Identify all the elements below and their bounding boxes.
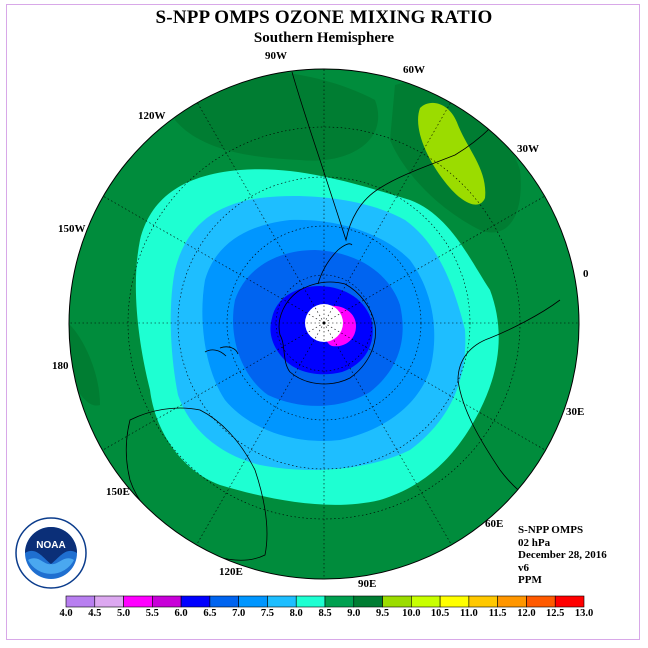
latitude-circle bbox=[177, 176, 471, 470]
longitude-label-0: 0 bbox=[583, 268, 589, 280]
noaa-logo-text: NOAA bbox=[36, 540, 65, 551]
longitude-label-90w: 90W bbox=[265, 50, 287, 62]
longitude-label-120w: 120W bbox=[138, 110, 166, 122]
new-zealand-coastline bbox=[204, 346, 239, 357]
meridian-line bbox=[323, 101, 452, 324]
colorbar-tick-label: 7.5 bbox=[260, 608, 274, 619]
meridian-line bbox=[323, 195, 546, 324]
colorbar-tick-label: 12.0 bbox=[517, 608, 536, 619]
longitude-label-150w: 150W bbox=[58, 223, 86, 235]
colorbar-tick-label: 6.5 bbox=[203, 608, 217, 619]
contour-8-5-region-west bbox=[69, 320, 100, 406]
colorbar-tick-label: 13.0 bbox=[574, 608, 594, 619]
colorbar-tick-label: 8.5 bbox=[318, 608, 332, 619]
info-date: December 28, 2016 bbox=[518, 549, 607, 561]
colorbar-tick-label: 11.5 bbox=[488, 608, 507, 619]
colorbar-tick-label: 8.0 bbox=[289, 608, 303, 619]
meridian-line bbox=[323, 322, 452, 545]
south-america-coastline bbox=[291, 71, 516, 242]
info-block: S-NPP OMPS 02 hPa December 28, 2016 v6 P… bbox=[518, 524, 607, 587]
figure-frame bbox=[6, 4, 640, 640]
colorbar-tick-label: 12.5 bbox=[546, 608, 565, 619]
colorbar-tick-label: 9.0 bbox=[347, 608, 361, 619]
longitude-label-30w: 30W bbox=[517, 143, 539, 155]
contour-9-0-maximum bbox=[418, 102, 486, 205]
longitude-label-180: 180 bbox=[52, 360, 69, 372]
meridian-line bbox=[196, 101, 325, 324]
meridian-line bbox=[196, 322, 325, 545]
colorbar-tick-label: 5.0 bbox=[116, 608, 131, 619]
longitude-label-60w: 60W bbox=[403, 64, 425, 76]
colorbar-tick-label: 6.0 bbox=[174, 608, 188, 619]
colorbar-tick-label: 10.0 bbox=[402, 608, 421, 619]
figure-subtitle: Southern Hemisphere bbox=[253, 30, 395, 46]
colorbar-tick-label: 11.0 bbox=[459, 608, 478, 619]
antarctic-peninsula bbox=[317, 243, 353, 285]
colorbar-tick-label: 9.5 bbox=[375, 608, 390, 619]
colorbar-tick-label: 7.0 bbox=[232, 608, 246, 619]
longitude-label-150e: 150E bbox=[106, 486, 130, 498]
coastlines bbox=[125, 71, 561, 561]
longitude-label-120e: 120E bbox=[219, 566, 243, 578]
meridian-line bbox=[323, 322, 546, 451]
info-units: PPM bbox=[518, 574, 542, 586]
info-level: 02 hPa bbox=[518, 536, 551, 549]
colorbar-tick-label: 5.5 bbox=[145, 608, 159, 619]
colorbar-tick-label: 4.5 bbox=[88, 608, 102, 619]
antarctica-coastline bbox=[278, 281, 376, 385]
colorbar-tick-label: 4.0 bbox=[59, 608, 73, 619]
longitude-label-30e: 30E bbox=[566, 406, 585, 418]
map-boundary bbox=[68, 68, 580, 580]
noaa-logo: NOAA bbox=[15, 517, 87, 589]
australia-coastline bbox=[125, 407, 268, 561]
africa-coastline bbox=[457, 299, 561, 516]
longitude-label-60e: 60E bbox=[485, 518, 504, 530]
info-instrument: S-NPP OMPS bbox=[518, 524, 584, 536]
contour-8-5-region-northwest bbox=[170, 69, 379, 161]
meridian-line bbox=[102, 195, 325, 324]
graticule bbox=[69, 69, 579, 578]
info-version: v6 bbox=[518, 561, 529, 574]
figure-title: S-NPP OMPS OZONE MIXING RATIO bbox=[155, 7, 493, 28]
colorbar-tick-label: 10.5 bbox=[430, 608, 450, 619]
meridian-line bbox=[102, 322, 325, 451]
longitude-label-90e: 90E bbox=[358, 578, 377, 590]
